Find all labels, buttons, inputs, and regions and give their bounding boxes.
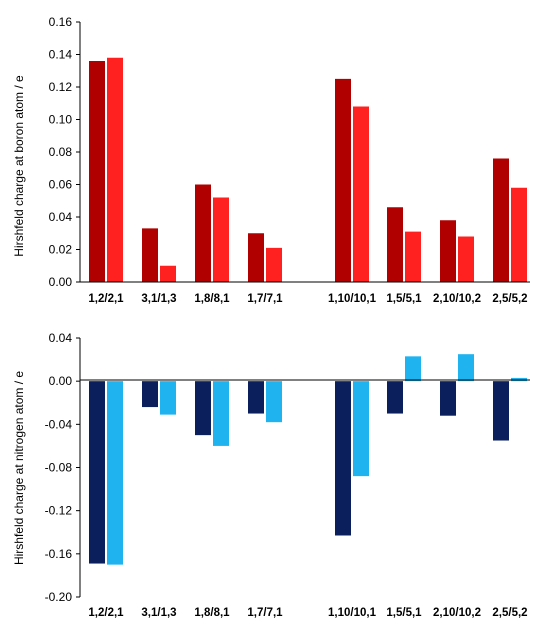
boron-y-tick-label: 0.02 xyxy=(49,243,73,257)
nitrogen-bar-a xyxy=(387,381,403,414)
nitrogen-category-label: 1,8/8,1 xyxy=(194,607,230,619)
nitrogen-bar-a xyxy=(89,381,105,564)
boron-bar-a xyxy=(89,61,105,282)
nitrogen-charge-chart: Hirshfeld charge at nitrogen atom / e -0… xyxy=(12,331,530,619)
boron-category-label: 1,2/2,1 xyxy=(88,293,124,305)
boron-y-tick-label: 0.00 xyxy=(49,275,73,289)
nitrogen-category-label: 2,5/5,2 xyxy=(492,607,527,619)
boron-y-tick-label: 0.14 xyxy=(49,48,73,62)
boron-y-tick-label: 0.10 xyxy=(49,113,73,127)
nitrogen-bar-a xyxy=(493,381,509,441)
nitrogen-bar-a xyxy=(142,381,158,408)
nitrogen-bar-a xyxy=(335,381,351,536)
boron-y-tick-label: 0.08 xyxy=(49,145,73,159)
nitrogen-y-tick-label: -0.20 xyxy=(45,590,73,604)
boron-category-label: 3,1/1,3 xyxy=(141,293,176,305)
nitrogen-bar-b xyxy=(213,381,229,446)
boron-bar-a xyxy=(335,78,351,282)
boron-bar-b xyxy=(511,187,527,282)
boron-bar-b xyxy=(353,106,369,282)
boron-bar-b xyxy=(213,197,229,282)
boron-charge-chart: Hirshfeld charge at boron atom / e 0.00 0… xyxy=(12,15,530,305)
nitrogen-category-label: 2,10/10,2 xyxy=(433,607,481,619)
boron-y-axis-label: Hirshfeld charge at boron atom / e xyxy=(12,75,26,257)
boron-bar-a xyxy=(195,184,211,282)
nitrogen-y-tick-label: -0.12 xyxy=(45,504,73,518)
nitrogen-y-tick-label: -0.16 xyxy=(45,547,73,561)
boron-bar-b xyxy=(405,231,421,282)
nitrogen-bar-b xyxy=(266,381,282,423)
nitrogen-bar-a xyxy=(248,381,264,414)
nitrogen-category-label: 3,1/1,3 xyxy=(141,607,176,619)
boron-y-tick-label: 0.06 xyxy=(49,178,73,192)
boron-category-label: 1,8/8,1 xyxy=(194,293,230,305)
nitrogen-y-tick-label: -0.08 xyxy=(45,461,73,475)
boron-bar-a xyxy=(248,233,264,282)
nitrogen-y-tick-label: -0.04 xyxy=(45,417,73,431)
nitrogen-category-label: 1,7/7,1 xyxy=(247,607,283,619)
nitrogen-category-label: 1,5/5,1 xyxy=(386,607,422,619)
nitrogen-bar-a xyxy=(440,381,456,416)
nitrogen-category-label: 1,10/10,1 xyxy=(328,607,377,619)
boron-category-label: 2,5/5,2 xyxy=(492,293,527,305)
boron-y-tick-label: 0.12 xyxy=(49,80,73,94)
boron-category-label: 2,10/10,2 xyxy=(433,293,481,305)
boron-bar-a xyxy=(142,228,158,282)
boron-y-tick-label: 0.04 xyxy=(49,210,73,224)
nitrogen-bar-b xyxy=(353,381,369,477)
nitrogen-bar-a xyxy=(195,381,211,436)
boron-bar-a xyxy=(440,220,456,282)
nitrogen-y-tick-label: 0.00 xyxy=(49,374,73,388)
boron-bar-a xyxy=(493,158,509,282)
boron-category-label: 1,7/7,1 xyxy=(247,293,283,305)
nitrogen-bar-b xyxy=(160,381,176,415)
nitrogen-bar-b xyxy=(107,381,123,565)
boron-bar-b xyxy=(107,57,123,282)
boron-y-tick-label: 0.16 xyxy=(49,15,73,29)
boron-bar-b xyxy=(458,236,474,282)
boron-bar-b xyxy=(266,247,282,282)
boron-category-label: 1,10/10,1 xyxy=(328,293,377,305)
nitrogen-y-axis-label: Hirshfeld charge at nitrogen atom / e xyxy=(12,371,26,565)
nitrogen-category-label: 1,2/2,1 xyxy=(88,607,124,619)
boron-category-label: 1,5/5,1 xyxy=(386,293,422,305)
boron-bar-a xyxy=(387,207,403,282)
nitrogen-y-tick-label: 0.04 xyxy=(49,331,73,345)
boron-bar-b xyxy=(160,265,176,282)
nitrogen-bar-b xyxy=(405,356,421,382)
nitrogen-bar-b xyxy=(458,354,474,382)
